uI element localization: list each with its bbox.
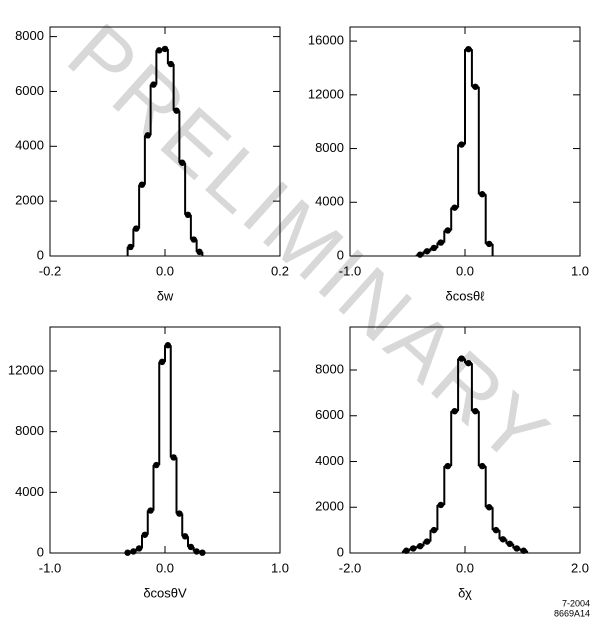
bin-point (138, 181, 146, 188)
bin-point (513, 545, 520, 552)
bin-point (458, 355, 465, 362)
bin-point (492, 526, 500, 534)
bin-point (472, 83, 479, 90)
bin-point (133, 225, 140, 232)
bin-point (437, 501, 445, 509)
y-tick-label: 8000 (15, 28, 44, 43)
x-axis-label: δχ (458, 585, 472, 600)
bin-point (184, 211, 192, 219)
bin-point (187, 543, 195, 551)
bin-point (437, 239, 445, 246)
bin-point (499, 536, 507, 543)
y-tick-label: 8000 (315, 140, 344, 155)
bin-point (150, 81, 157, 88)
bin-point (479, 462, 486, 470)
y-tick-label: 6000 (315, 407, 344, 422)
bin-point (416, 251, 424, 258)
bin-point (458, 141, 465, 148)
y-tick-label: 0 (37, 247, 44, 262)
y-tick-label: 6000 (15, 83, 44, 98)
y-tick-label: 4000 (315, 453, 344, 468)
y-tick-label: 2000 (315, 499, 344, 514)
y-tick-label: 4000 (315, 194, 344, 209)
figure-code: 8669A14 (554, 608, 590, 618)
x-tick-label: 2.0 (571, 560, 589, 575)
bin-point (423, 538, 431, 545)
y-tick-label: 12000 (8, 362, 44, 377)
x-axis-label: δw (157, 288, 174, 303)
x-axis-label: δcosθℓ (446, 288, 486, 303)
y-tick-label: 4000 (15, 484, 44, 499)
bin-point (196, 248, 203, 256)
bin-point (451, 204, 458, 211)
bin-point (190, 236, 197, 243)
bin-point (199, 549, 206, 556)
y-tick-label: 0 (37, 544, 44, 559)
bin-point (485, 504, 493, 511)
bin-point (158, 358, 166, 366)
bin-point (520, 547, 527, 554)
x-tick-label: -0.2 (39, 263, 61, 278)
bin-point (179, 159, 186, 166)
bin-point (156, 47, 163, 54)
y-tick-label: 2000 (15, 193, 44, 208)
bin-point (423, 248, 431, 255)
bin-point (451, 407, 458, 415)
x-tick-label: -1.0 (39, 560, 61, 575)
bin-point (144, 132, 151, 139)
bin-point (430, 526, 438, 534)
bin-point (141, 531, 149, 538)
bin-point (506, 540, 514, 548)
bin-point (164, 342, 172, 349)
y-tick-label: 8000 (315, 361, 344, 376)
bin-point (124, 549, 131, 556)
y-tick-label: 0 (337, 247, 344, 262)
bin-point (479, 191, 486, 198)
x-tick-label: 0.0 (456, 263, 474, 278)
bin-point (430, 244, 438, 252)
bin-point (167, 60, 174, 68)
x-tick-label: 1.0 (271, 560, 289, 575)
panel: 0 4000 8000 12000 16000 -1.0 0.0 1.0 δcosθℓ (308, 26, 589, 303)
bin-point (410, 545, 417, 552)
bin-point (153, 461, 160, 469)
bin-point (465, 45, 472, 53)
bin-point (472, 407, 479, 415)
bin-point (181, 533, 189, 540)
panel: 0 4000 8000 12000 -1.0 0.0 1.0 δcosθV (8, 326, 289, 600)
x-tick-label: -1.0 (339, 263, 361, 278)
y-tick-label: 16000 (308, 33, 344, 48)
x-tick-label: 0.0 (456, 560, 474, 575)
bin-point (176, 510, 183, 517)
panel: 0 2000 4000 6000 8000 -0.2 0.0 0.2 δw (15, 26, 289, 303)
y-tick-label: 4000 (15, 138, 44, 153)
bin-point (130, 548, 137, 555)
bin-point (127, 243, 134, 251)
bin-point (465, 359, 472, 367)
bin-point (193, 548, 200, 555)
bin-point (485, 240, 493, 248)
y-tick-label: 0 (337, 544, 344, 559)
bin-point (403, 547, 410, 554)
bin-point (444, 227, 451, 234)
figure-date: 7-2004 (562, 598, 590, 608)
bin-point (147, 507, 154, 514)
bin-point (135, 545, 143, 552)
bin-point (444, 462, 451, 470)
y-tick-label: 8000 (15, 423, 44, 438)
y-tick-label: 12000 (308, 86, 344, 101)
bin-point (161, 45, 169, 53)
panel: 0 2000 4000 6000 8000 -2.0 0.0 2.0 δχ (315, 326, 589, 600)
x-tick-label: 0.0 (156, 560, 174, 575)
x-tick-label: 0.2 (271, 263, 289, 278)
bin-point (173, 107, 180, 114)
x-tick-label: 0.0 (156, 263, 174, 278)
bin-point (170, 454, 177, 461)
x-tick-label: -2.0 (339, 560, 361, 575)
bin-point (416, 542, 424, 550)
x-tick-label: 1.0 (571, 263, 589, 278)
x-axis-label: δcosθV (143, 585, 187, 600)
